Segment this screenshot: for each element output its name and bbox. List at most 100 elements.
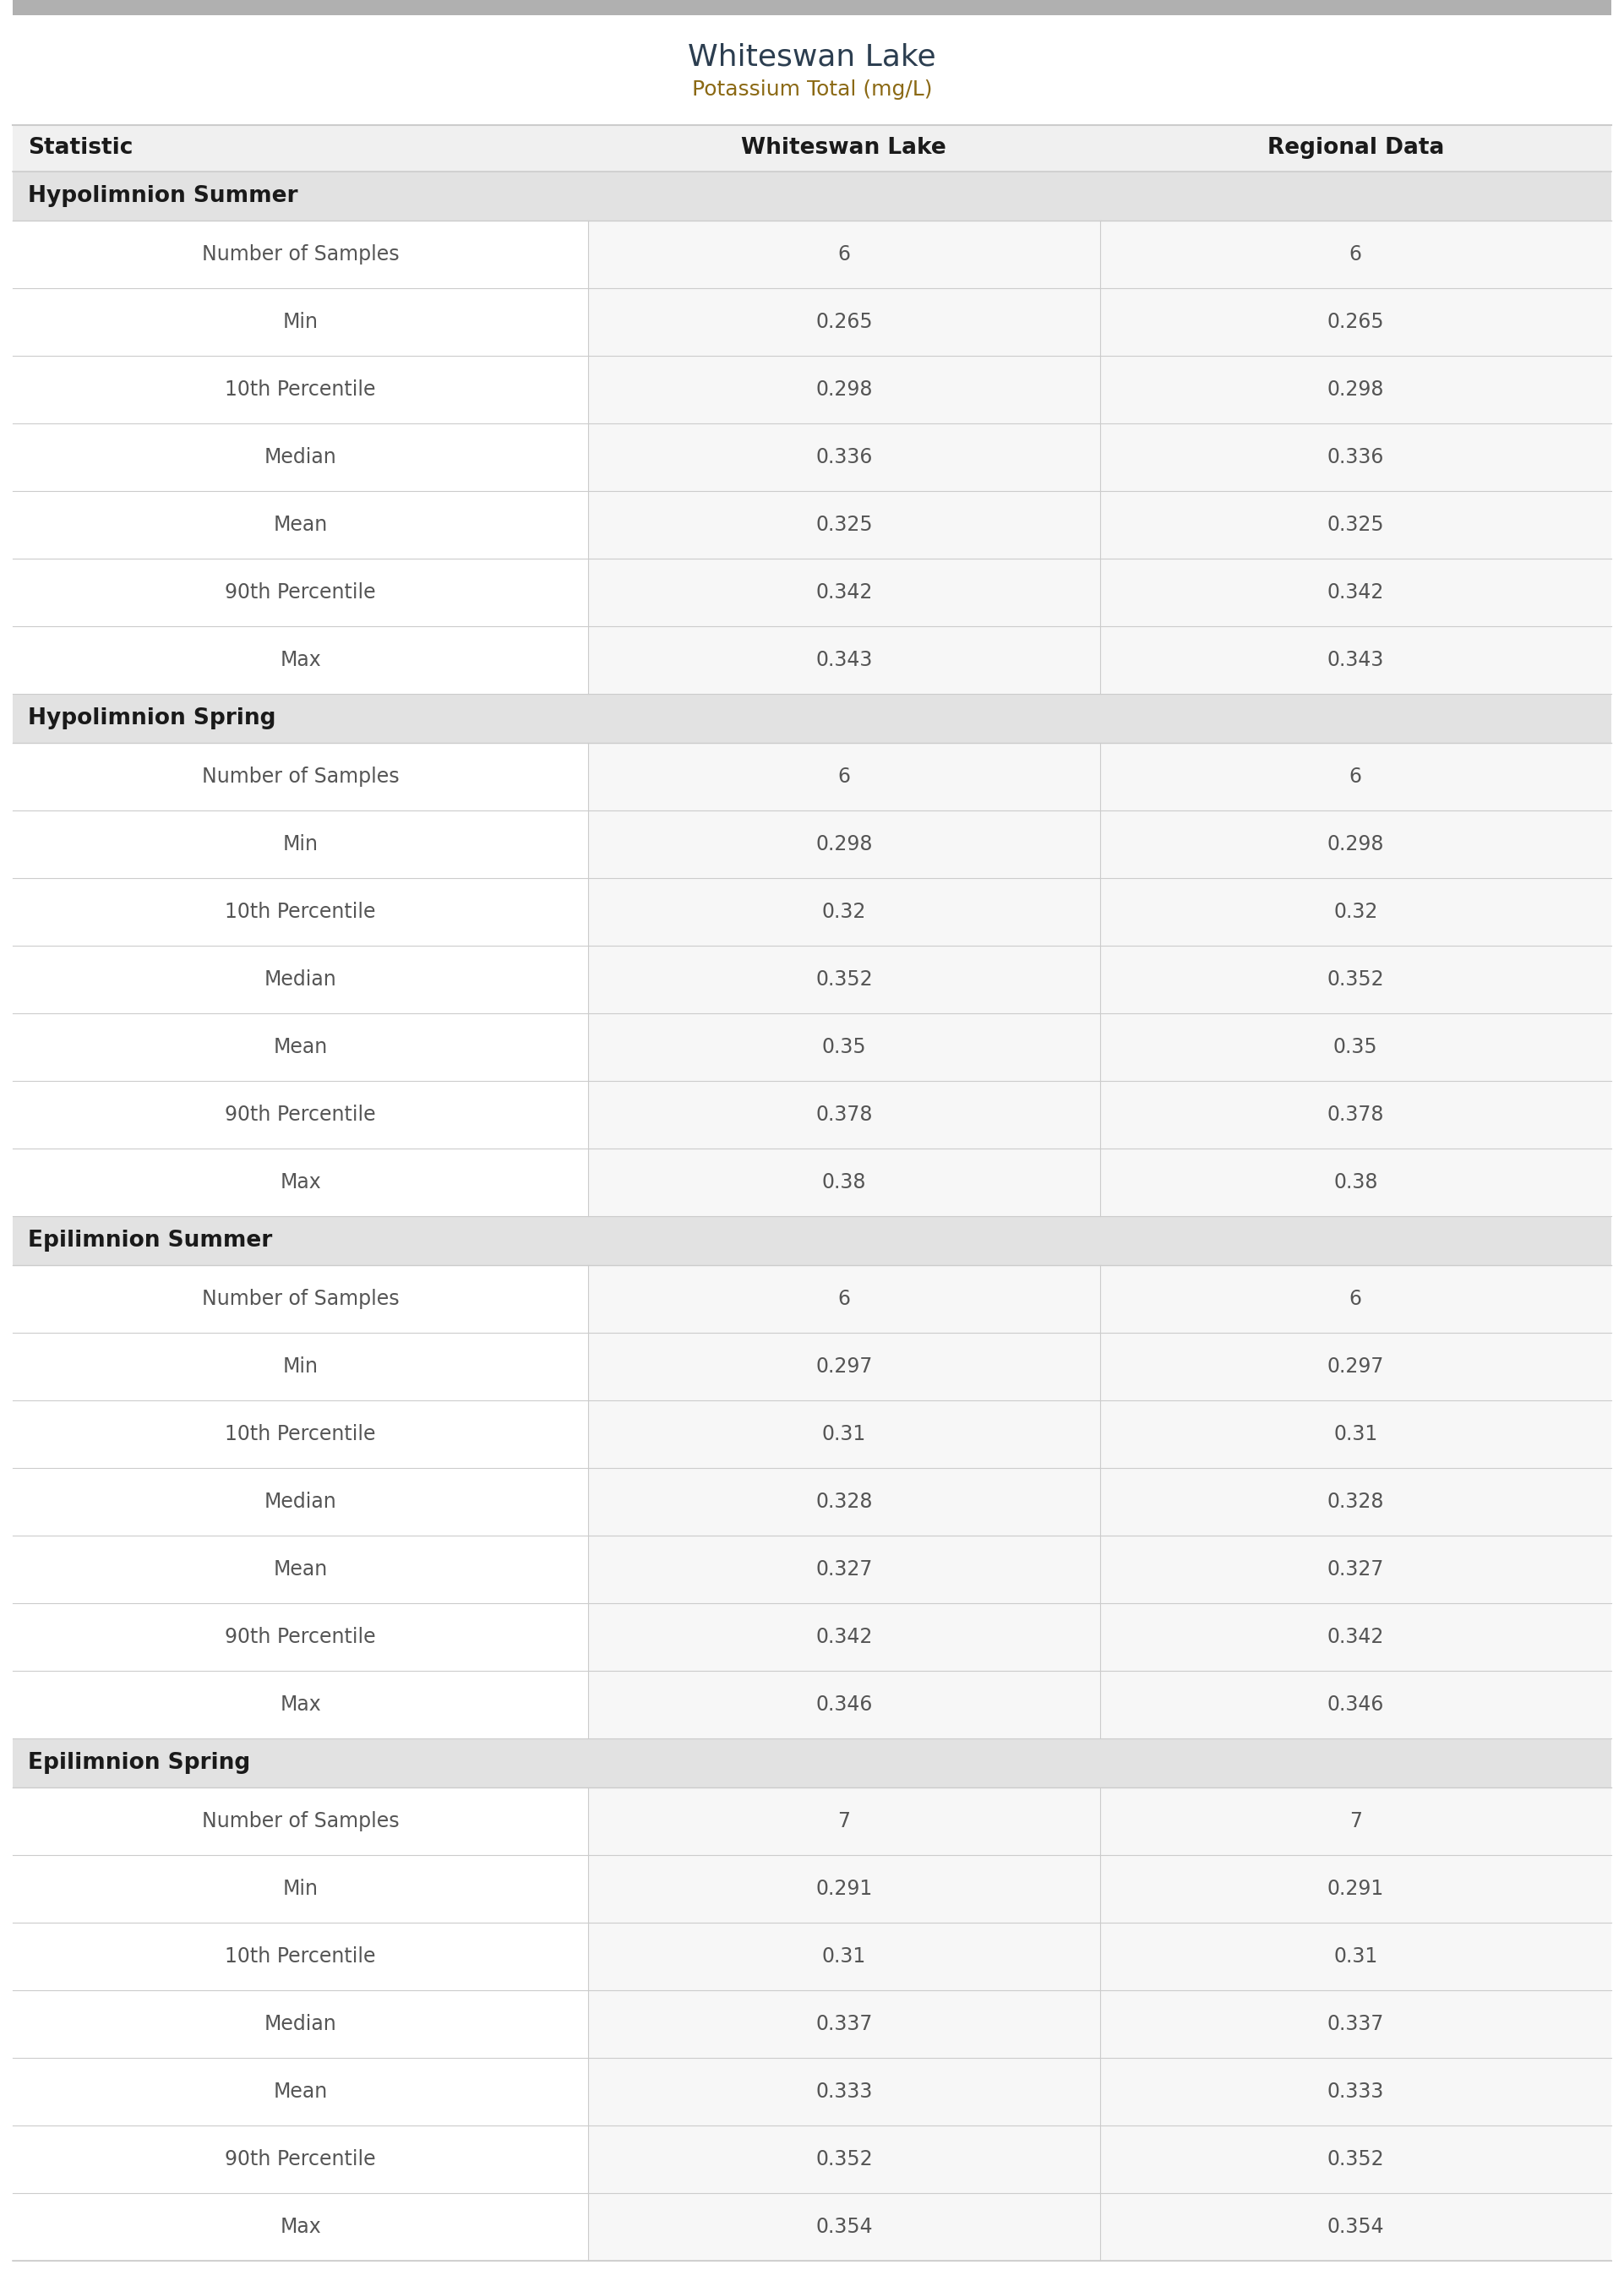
- Bar: [13, 2059, 588, 2125]
- Text: 0.298: 0.298: [815, 833, 872, 854]
- Text: 0.342: 0.342: [815, 1628, 872, 1648]
- Bar: [588, 558, 1611, 627]
- Text: Regional Data: Regional Data: [1267, 136, 1444, 159]
- Text: Min: Min: [283, 1357, 318, 1376]
- Text: Median: Median: [265, 969, 336, 990]
- Bar: [13, 1739, 1611, 1786]
- Text: 0.336: 0.336: [1327, 447, 1384, 468]
- Text: Hypolimnion Summer: Hypolimnion Summer: [28, 186, 297, 207]
- Text: 10th Percentile: 10th Percentile: [226, 379, 375, 400]
- Text: 0.325: 0.325: [815, 515, 872, 536]
- Bar: [588, 1603, 1611, 1671]
- Bar: [13, 356, 588, 424]
- Bar: [13, 0, 1611, 16]
- Bar: [588, 878, 1611, 947]
- Bar: [13, 1671, 588, 1739]
- Bar: [588, 356, 1611, 424]
- Text: 0.354: 0.354: [1327, 2218, 1384, 2236]
- Text: 0.325: 0.325: [1327, 515, 1384, 536]
- Text: 0.346: 0.346: [815, 1693, 872, 1714]
- Text: Epilimnion Spring: Epilimnion Spring: [28, 1752, 250, 1773]
- Bar: [13, 424, 588, 490]
- Bar: [588, 2059, 1611, 2125]
- Bar: [13, 1469, 588, 1535]
- Bar: [13, 878, 588, 947]
- Text: Max: Max: [279, 1171, 322, 1192]
- Text: 0.265: 0.265: [815, 311, 872, 331]
- Bar: [13, 1923, 588, 1991]
- Bar: [13, 490, 588, 558]
- Bar: [588, 627, 1611, 695]
- Bar: [13, 1855, 588, 1923]
- Bar: [13, 742, 588, 810]
- Bar: [588, 490, 1611, 558]
- Bar: [13, 1401, 588, 1469]
- Text: Number of Samples: Number of Samples: [201, 767, 400, 788]
- Text: Median: Median: [265, 447, 336, 468]
- Text: 0.354: 0.354: [815, 2218, 872, 2236]
- Bar: [588, 742, 1611, 810]
- Text: Min: Min: [283, 311, 318, 331]
- Bar: [13, 2125, 588, 2193]
- Text: Whiteswan Lake: Whiteswan Lake: [689, 43, 935, 70]
- Bar: [588, 1149, 1611, 1217]
- Bar: [13, 125, 1611, 173]
- Bar: [13, 1217, 1611, 1264]
- Bar: [588, 1535, 1611, 1603]
- Text: 90th Percentile: 90th Percentile: [226, 2150, 375, 2170]
- Text: 0.38: 0.38: [1333, 1171, 1377, 1192]
- Bar: [13, 1012, 588, 1081]
- Text: 0.297: 0.297: [815, 1357, 872, 1376]
- Bar: [588, 947, 1611, 1012]
- Text: 0.343: 0.343: [1327, 649, 1384, 670]
- Text: 0.346: 0.346: [1327, 1693, 1384, 1714]
- Text: 0.328: 0.328: [815, 1491, 872, 1512]
- Text: 6: 6: [838, 767, 851, 788]
- Text: Number of Samples: Number of Samples: [201, 1811, 400, 1832]
- Text: Median: Median: [265, 2013, 336, 2034]
- Text: 90th Percentile: 90th Percentile: [226, 1105, 375, 1126]
- Bar: [588, 288, 1611, 356]
- Bar: [588, 1081, 1611, 1149]
- Text: 0.333: 0.333: [815, 2082, 872, 2102]
- Text: Min: Min: [283, 1880, 318, 1900]
- Text: 0.35: 0.35: [1333, 1037, 1377, 1058]
- Text: 0.342: 0.342: [815, 583, 872, 602]
- Bar: [13, 220, 588, 288]
- Text: 7: 7: [1350, 1811, 1363, 1832]
- Bar: [588, 1012, 1611, 1081]
- Bar: [13, 1264, 588, 1332]
- Text: 0.298: 0.298: [815, 379, 872, 400]
- Text: 10th Percentile: 10th Percentile: [226, 901, 375, 922]
- Text: 0.31: 0.31: [1333, 1423, 1377, 1444]
- Text: 0.333: 0.333: [1327, 2082, 1384, 2102]
- Text: Max: Max: [279, 649, 322, 670]
- Text: 0.38: 0.38: [822, 1171, 866, 1192]
- Bar: [588, 1332, 1611, 1401]
- Bar: [13, 627, 588, 695]
- Bar: [13, 2193, 588, 2261]
- Text: 0.342: 0.342: [1327, 583, 1384, 602]
- Bar: [13, 1991, 588, 2059]
- Text: Mean: Mean: [273, 1037, 328, 1058]
- Bar: [13, 810, 588, 878]
- Text: 0.352: 0.352: [815, 969, 872, 990]
- Bar: [588, 1923, 1611, 1991]
- Bar: [588, 1855, 1611, 1923]
- Text: 0.327: 0.327: [1327, 1559, 1384, 1580]
- Bar: [588, 1469, 1611, 1535]
- Text: 0.32: 0.32: [822, 901, 866, 922]
- Text: 0.35: 0.35: [822, 1037, 866, 1058]
- Text: Hypolimnion Spring: Hypolimnion Spring: [28, 708, 276, 729]
- Text: 0.378: 0.378: [1327, 1105, 1384, 1126]
- Bar: [13, 1149, 588, 1217]
- Bar: [588, 424, 1611, 490]
- Text: 7: 7: [838, 1811, 851, 1832]
- Text: 0.337: 0.337: [815, 2013, 872, 2034]
- Bar: [13, 1535, 588, 1603]
- Text: 0.342: 0.342: [1327, 1628, 1384, 1648]
- Text: Max: Max: [279, 1693, 322, 1714]
- Text: 0.352: 0.352: [1327, 969, 1384, 990]
- Bar: [13, 1081, 588, 1149]
- Text: Number of Samples: Number of Samples: [201, 1289, 400, 1310]
